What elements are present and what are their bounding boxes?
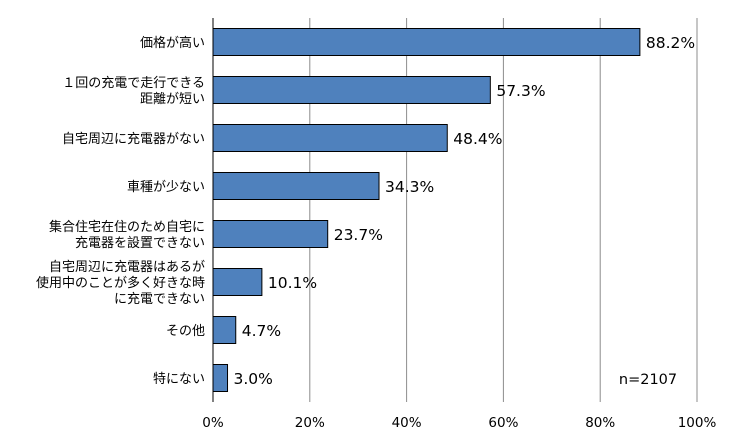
x-tick-label-0: 0% xyxy=(202,415,224,431)
bar-1 xyxy=(212,28,641,56)
value-label-7: 4.7% xyxy=(242,322,281,340)
category-label-7-line-1: その他 xyxy=(166,324,205,339)
value-label-2: 57.3% xyxy=(496,82,545,100)
bar-2 xyxy=(212,76,491,104)
category-label-6-line-2: 使用中のことが多く好きな時 xyxy=(36,275,205,291)
bar-6 xyxy=(212,268,263,296)
x-tick-label-80: 80% xyxy=(585,415,615,431)
category-label-5-line-2: 充電器を設置できない xyxy=(75,235,205,251)
bar-4 xyxy=(212,172,380,200)
x-tick-label-40: 40% xyxy=(392,415,422,431)
category-label-3-line-1: 自宅周辺に充電器がない xyxy=(62,131,205,147)
gridlines xyxy=(309,18,698,402)
category-labels: 価格が高い １回の充電で走行できる距離が短い自宅周辺に充電器がない車種が少ない集合… xyxy=(36,35,205,387)
x-tick-label-100: 100% xyxy=(678,415,717,431)
x-tick-labels: 0% 20% 40% 60% 80% 100% xyxy=(202,415,716,431)
bar-8 xyxy=(212,364,229,392)
category-label-5-line-1: 集合住宅在住のため自宅に xyxy=(49,219,205,235)
category-label-2-line-2: 距離が短い xyxy=(140,92,205,107)
category-label-8-line-1: 特にない xyxy=(153,372,205,387)
value-label-1: 88.2% xyxy=(646,34,695,52)
category-label-6-line-1: 自宅周辺に充電器はあるが xyxy=(49,259,205,275)
value-label-4: 34.3% xyxy=(385,178,434,196)
category-label-2-line-1: １回の充電で走行できる xyxy=(62,75,205,91)
category-label-1-line-1: 価格が高い xyxy=(140,35,205,51)
value-label-3: 48.4% xyxy=(453,130,502,148)
value-labels: 88.2% 57.3% 48.4% 34.3% 23.7% 10.1% 4.7% 3.0% xyxy=(234,34,696,388)
value-label-8: 3.0% xyxy=(234,370,273,388)
bar-3 xyxy=(212,124,448,152)
x-tick-label-60: 60% xyxy=(488,415,518,431)
bar-5 xyxy=(212,220,329,248)
value-label-5: 23.7% xyxy=(334,226,383,244)
category-label-4-line-1: 車種が少ない xyxy=(127,179,205,195)
x-tick-label-20: 20% xyxy=(295,415,325,431)
bar-7 xyxy=(212,316,237,344)
sample-size-note: n=2107 xyxy=(619,372,677,388)
value-label-6: 10.1% xyxy=(268,274,317,292)
category-label-6-line-3: に充電できない xyxy=(114,291,205,307)
